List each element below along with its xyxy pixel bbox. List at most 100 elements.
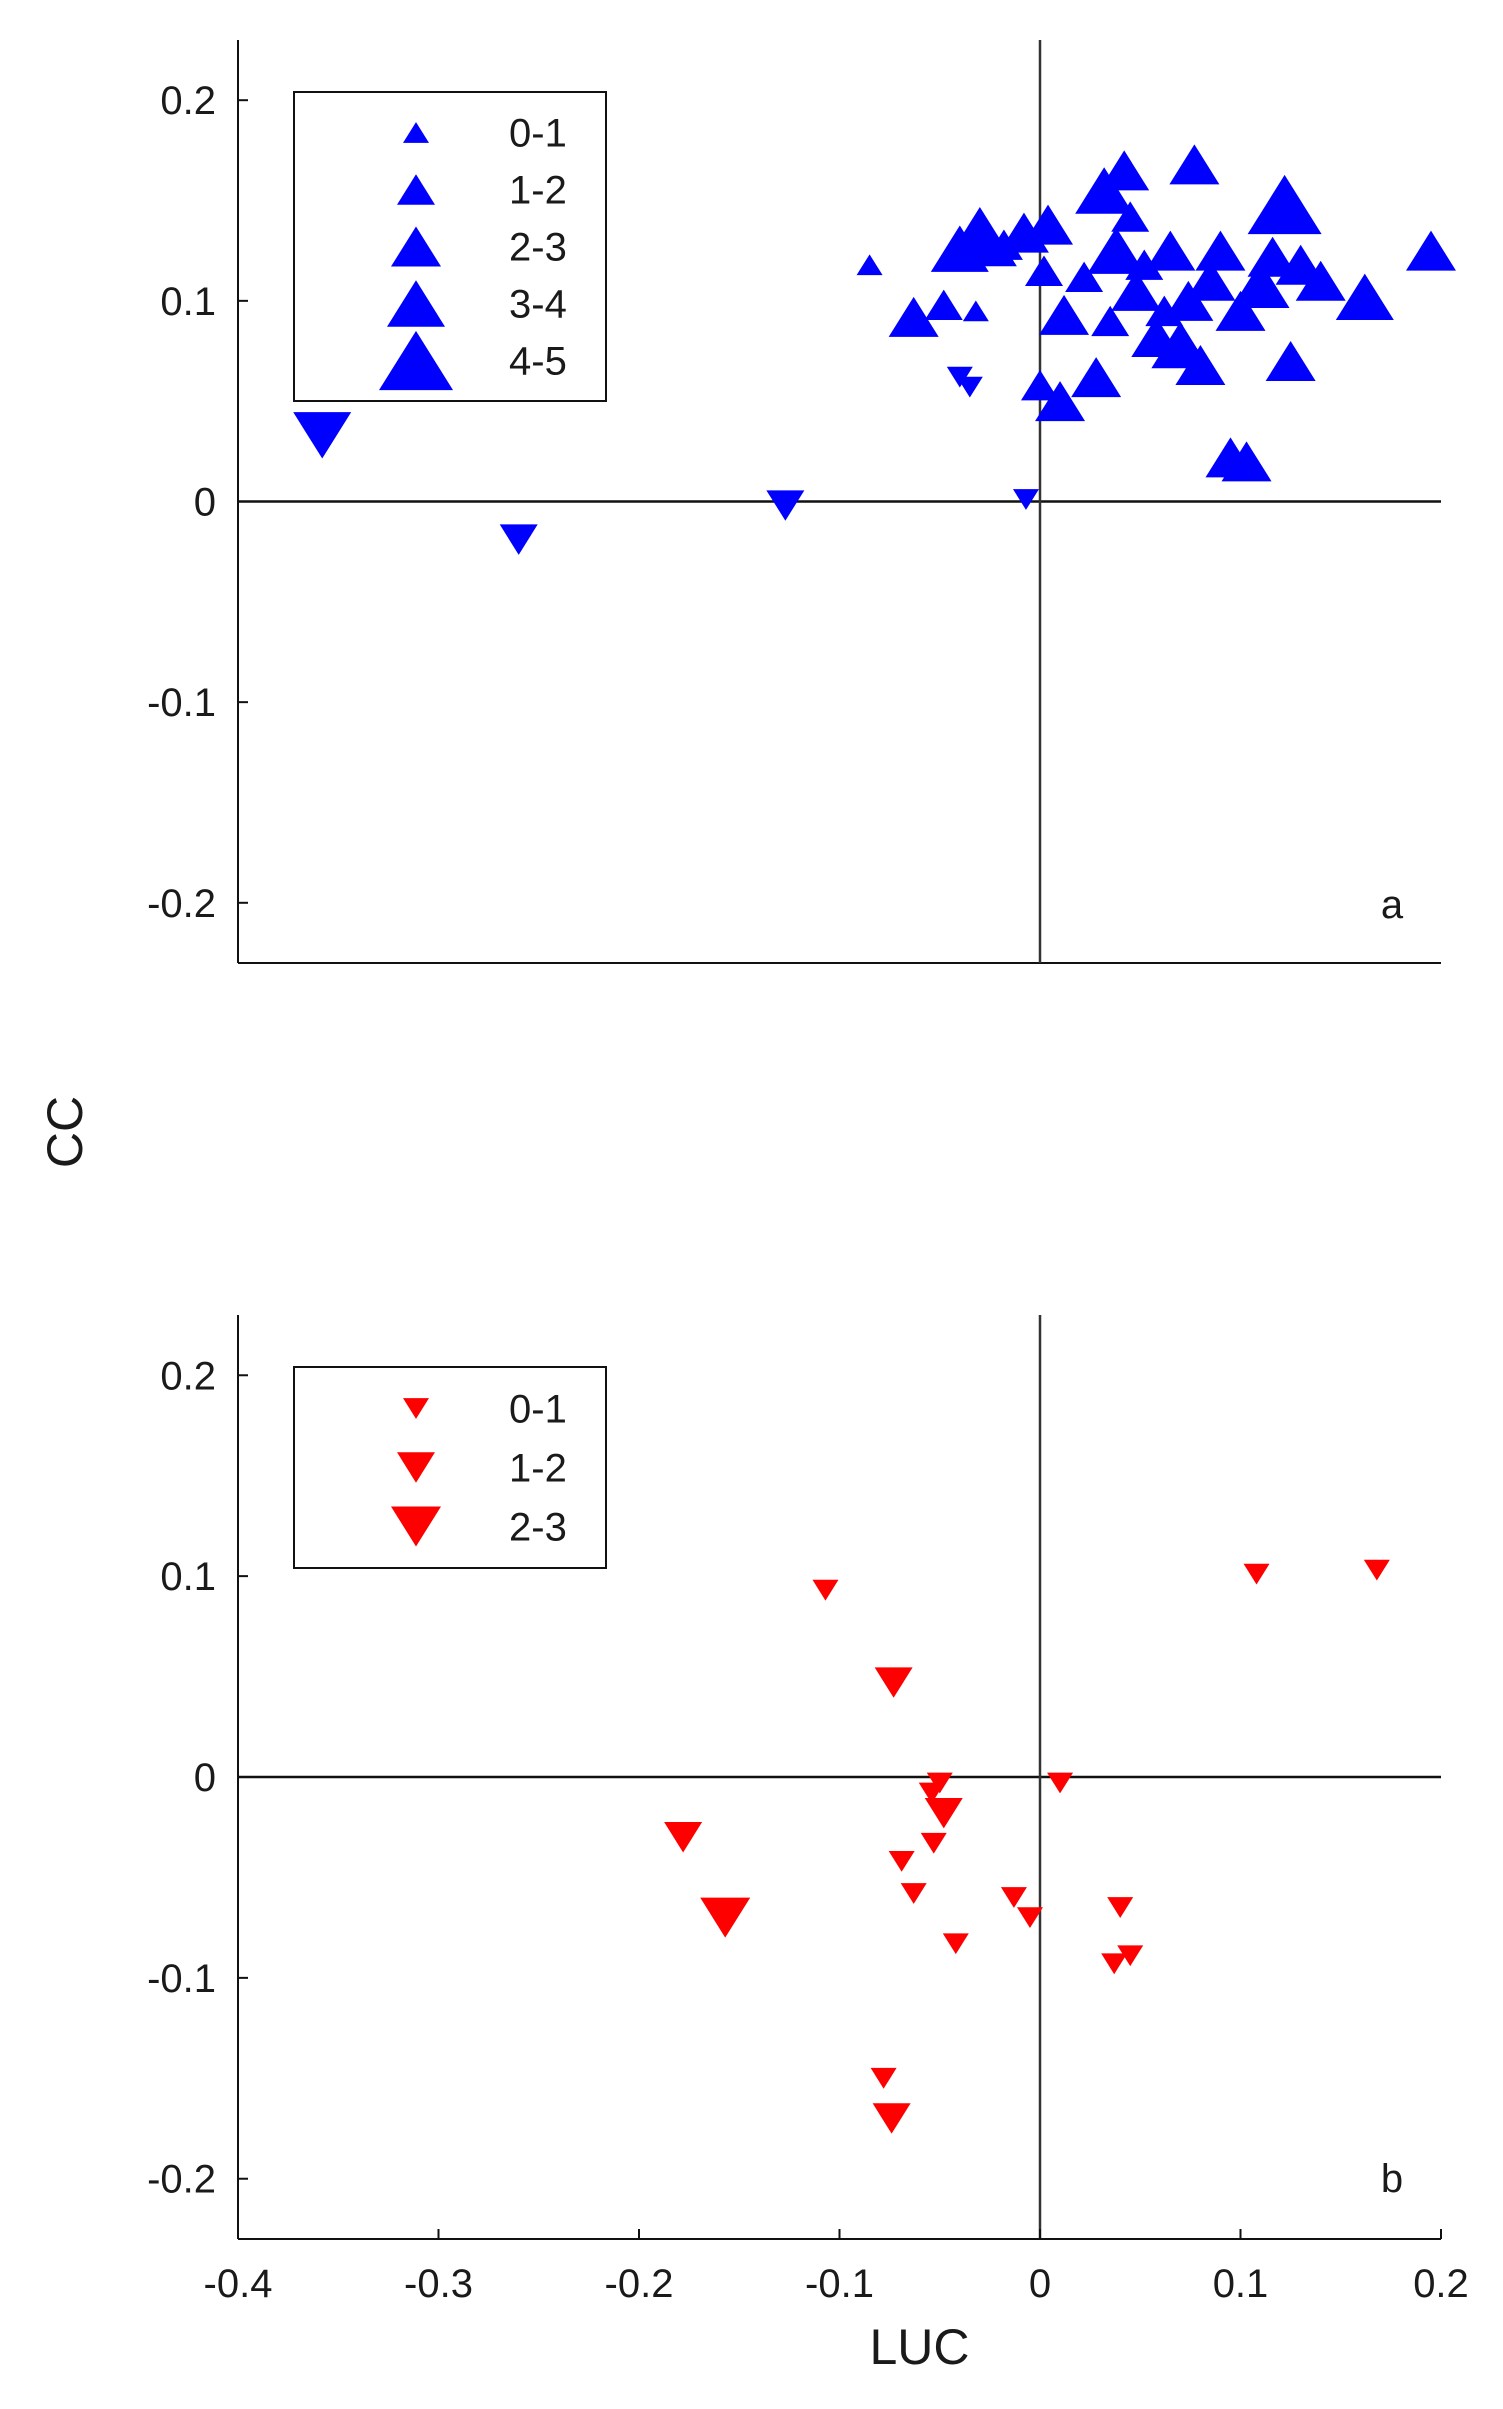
data-point bbox=[664, 1822, 703, 1853]
x-tick-label: -0.1 bbox=[805, 2262, 874, 2306]
x-tick-label: 0 bbox=[1029, 2262, 1051, 2306]
legend-label: 2-3 bbox=[509, 1506, 567, 1550]
legend-marker bbox=[391, 226, 441, 267]
x-tick-label: -0.2 bbox=[605, 2262, 674, 2306]
data-point bbox=[766, 490, 805, 521]
data-point bbox=[1021, 369, 1059, 401]
data-point bbox=[1175, 345, 1226, 386]
y-tick-label: 0.2 bbox=[160, 1354, 216, 1398]
data-point bbox=[874, 1667, 913, 1698]
legend-label: 2-3 bbox=[509, 226, 567, 270]
data-point bbox=[1101, 1953, 1128, 1975]
y-tick-label: -0.1 bbox=[147, 681, 216, 725]
y-tick-label: 0.2 bbox=[160, 79, 216, 123]
y-tick-label: -0.2 bbox=[147, 2158, 216, 2202]
legend-label: 0-1 bbox=[509, 112, 567, 156]
legend-marker bbox=[397, 1452, 435, 1483]
legend-label: 1-2 bbox=[509, 1447, 567, 1491]
data-point bbox=[924, 289, 963, 321]
data-point bbox=[1335, 273, 1394, 321]
data-point bbox=[1145, 230, 1196, 271]
data-point bbox=[1075, 167, 1134, 214]
data-point bbox=[1087, 227, 1146, 274]
data-point bbox=[1163, 280, 1214, 321]
data-point bbox=[812, 1579, 839, 1601]
data-point bbox=[1221, 441, 1272, 482]
legend-marker bbox=[387, 280, 445, 327]
data-point bbox=[942, 1933, 969, 1955]
y-tick-label: 0.1 bbox=[160, 1555, 216, 1599]
legend-box bbox=[293, 1366, 607, 1569]
x-tick-label: -0.4 bbox=[204, 2262, 273, 2306]
panel-b: 0.2 0.1 0 -0.1 -0.2 -0.4 -0.3 -0.2 -0.1 0 0.1 0.2 LU… bbox=[147, 1315, 1469, 2375]
data-point bbox=[499, 524, 538, 555]
data-point bbox=[924, 1797, 963, 1829]
data-point bbox=[1363, 1559, 1390, 1581]
data-point bbox=[962, 300, 989, 322]
legend-marker bbox=[379, 330, 453, 391]
data-point bbox=[1016, 1907, 1043, 1929]
data-point bbox=[920, 1832, 947, 1854]
data-point bbox=[1247, 174, 1322, 235]
data-point bbox=[1071, 357, 1122, 398]
data-point bbox=[1039, 294, 1090, 335]
data-point bbox=[1125, 249, 1164, 280]
data-point bbox=[1169, 144, 1220, 185]
y-axis-label: CC bbox=[37, 1096, 93, 1168]
legend-marker bbox=[397, 174, 435, 205]
data-point bbox=[1091, 305, 1130, 337]
data-point bbox=[856, 254, 883, 276]
data-point bbox=[1295, 260, 1346, 301]
y-tick-label: 0 bbox=[194, 1756, 216, 1800]
y-tick-label: 0 bbox=[194, 481, 216, 525]
y-tick-label: 0.1 bbox=[160, 280, 216, 324]
data-point bbox=[1012, 489, 1039, 510]
data-point bbox=[1405, 230, 1456, 271]
legend-label: 1-2 bbox=[509, 169, 567, 213]
data-point bbox=[1047, 1772, 1074, 1794]
data-point bbox=[1000, 1887, 1027, 1908]
data-point bbox=[888, 296, 939, 337]
data-point bbox=[870, 2067, 897, 2089]
data-point bbox=[872, 2103, 911, 2134]
panel-a: 0.2 0.1 0 -0.1 -0.2 0-1 1-2 2-3 3-4 4-5 a bbox=[147, 40, 1456, 964]
data-point bbox=[1231, 261, 1290, 308]
data-point bbox=[1195, 230, 1246, 271]
data-point bbox=[1065, 261, 1104, 292]
x-tick-label: -0.3 bbox=[404, 2262, 473, 2306]
data-point bbox=[956, 376, 983, 398]
data-point bbox=[1107, 1897, 1134, 1918]
data-point bbox=[1215, 290, 1266, 331]
x-tick-label: 0.1 bbox=[1213, 2262, 1269, 2306]
legend-label: 3-4 bbox=[509, 283, 567, 327]
data-point bbox=[888, 1850, 915, 1872]
data-point bbox=[1185, 260, 1236, 301]
data-point bbox=[1111, 270, 1162, 311]
data-point bbox=[1243, 1563, 1270, 1585]
legend-label: 4-5 bbox=[509, 340, 567, 384]
panel-letter: a bbox=[1381, 883, 1404, 927]
x-tick-label: 0.2 bbox=[1413, 2262, 1469, 2306]
y-tick-label: -0.1 bbox=[147, 1957, 216, 2001]
data-point bbox=[1025, 255, 1064, 286]
legend-marker bbox=[391, 1506, 441, 1547]
x-axis-label: LUC bbox=[869, 2319, 969, 2375]
panel-letter: b bbox=[1381, 2157, 1403, 2201]
data-point bbox=[1035, 381, 1086, 422]
data-point bbox=[1111, 201, 1150, 232]
legend-marker bbox=[403, 1398, 429, 1419]
legend-marker bbox=[403, 122, 429, 143]
data-point bbox=[1117, 1945, 1144, 1967]
data-point bbox=[1023, 204, 1074, 245]
data-point bbox=[1247, 236, 1298, 277]
data-point bbox=[293, 412, 352, 459]
legend-box bbox=[293, 91, 607, 402]
data-point bbox=[700, 1897, 751, 1938]
data-point bbox=[1265, 341, 1316, 382]
legend-label: 0-1 bbox=[509, 1388, 567, 1432]
data-point bbox=[1099, 150, 1150, 191]
data-point bbox=[918, 1782, 945, 1804]
y-tick-label: -0.2 bbox=[147, 882, 216, 926]
data-point bbox=[900, 1883, 927, 1904]
